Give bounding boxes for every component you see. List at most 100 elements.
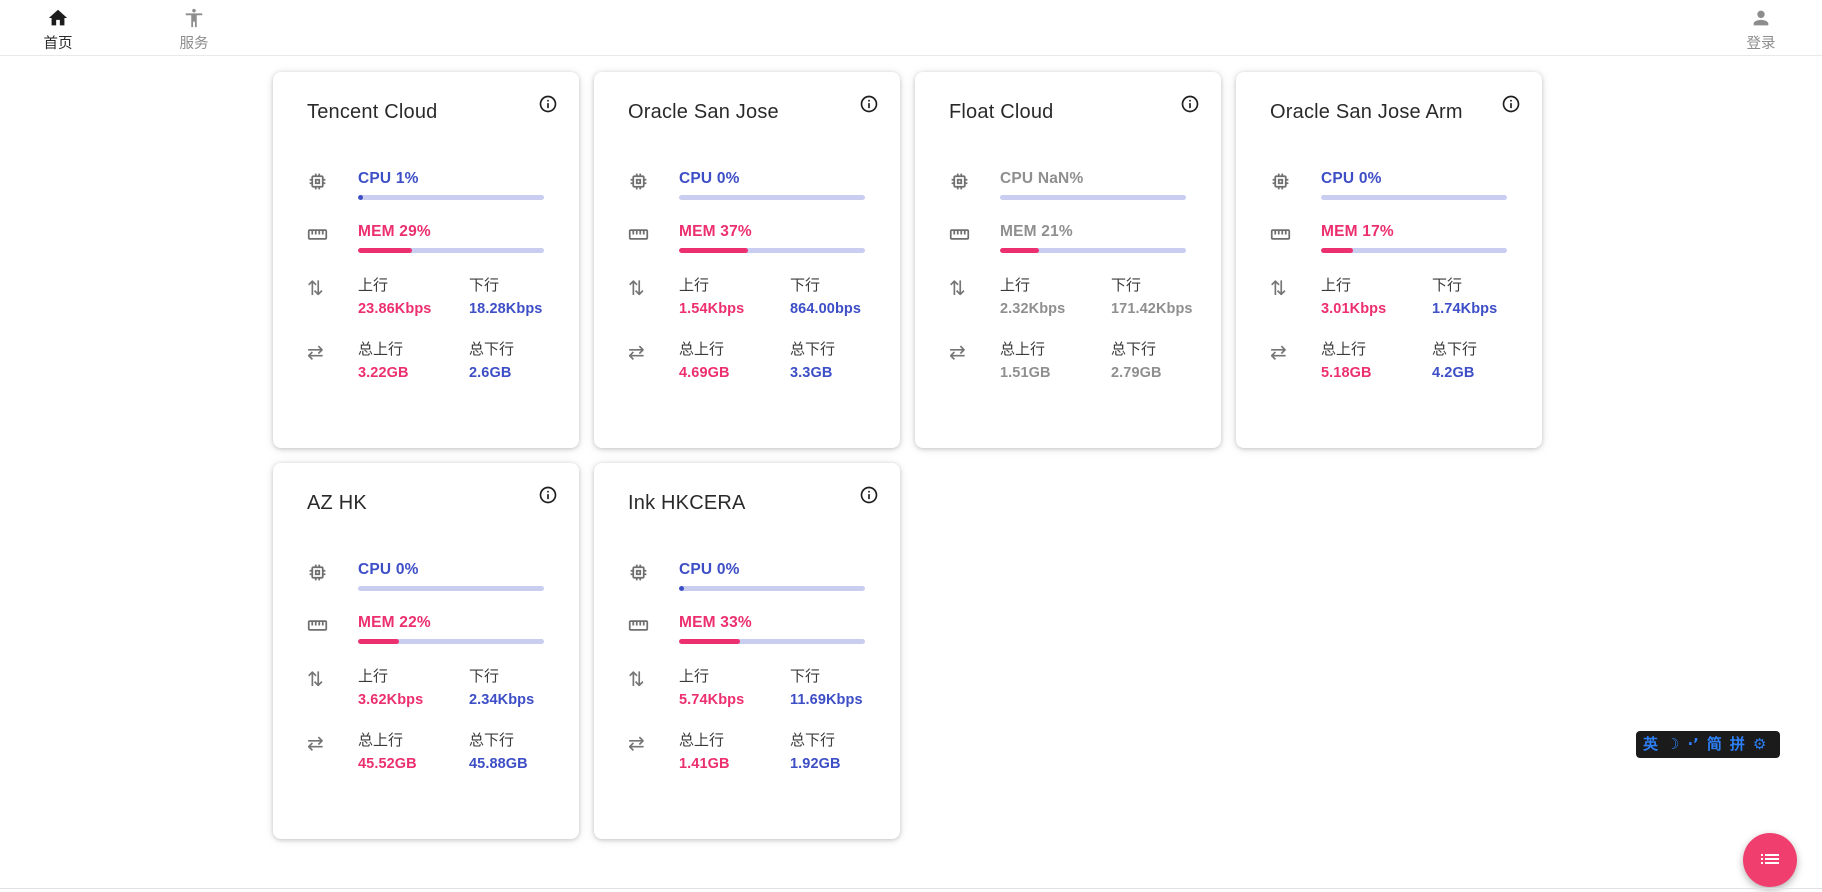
server-name: Float Cloud [949,101,1054,123]
cpu-chip-icon [1270,170,1321,197]
mem-progress-fill [1321,248,1353,253]
mem-usage-label: MEM 33% [679,614,752,631]
cpu-metric-row: CPU 0% [628,170,867,200]
info-icon[interactable] [1501,94,1521,114]
memory-ruler-icon [1270,223,1321,250]
mem-metric-row: MEM 29% [307,223,546,253]
server-list-fab[interactable] [1743,833,1797,887]
total-download-label: 总下行 [469,341,515,358]
total-row: ⇄ 总上行 1.51GB 总下行 2.79GB [949,340,1188,381]
ime-night-mode-icon[interactable]: ☽ [1666,735,1680,753]
download-speed-value: 11.69Kbps [790,692,863,708]
mem-metric-row: MEM 37% [628,223,867,253]
mem-progress-fill [679,248,748,253]
mem-usage-label: MEM 21% [1000,223,1073,240]
cpu-progress-bar [358,586,544,591]
memory-ruler-icon [628,223,679,250]
ime-punctuation-toggle[interactable]: ·’ [1687,735,1699,753]
mem-progress-fill [679,639,741,644]
accessibility-icon [183,7,205,34]
mem-progress-bar [1000,248,1186,253]
horizontal-arrows-icon: ⇄ [949,340,966,364]
cpu-usage-label: CPU 0% [679,561,740,578]
ime-simplified-toggle[interactable]: 简 [1706,735,1722,753]
download-label: 下行 [469,277,500,294]
cpu-chip-icon [307,170,358,197]
speed-row: ⇅ 上行 3.01Kbps 下行 1.74Kbps [1270,276,1509,317]
horizontal-arrows-icon: ⇄ [307,731,324,755]
download-label: 下行 [790,277,821,294]
upload-speed-value: 3.01Kbps [1321,301,1387,317]
cpu-metric-row: CPU 0% [307,561,546,591]
server-card: AZ HK CPU 0% MEM 22% ⇅ [273,463,579,839]
list-icon [1758,847,1782,874]
mem-usage-label: MEM 22% [358,614,431,631]
upload-label: 上行 [358,668,389,685]
cpu-usage-label: CPU NaN% [1000,170,1084,187]
vertical-arrows-icon: ⇅ [307,276,324,300]
mem-usage-label: MEM 29% [358,223,431,240]
mem-progress-bar [679,248,865,253]
total-download-value: 4.2GB [1432,365,1475,381]
ime-lang-toggle[interactable]: 英 [1643,735,1659,753]
upload-speed-value: 5.74Kbps [679,692,745,708]
total-download-label: 总下行 [790,341,836,358]
nav-item-login[interactable]: 登录 [1726,0,1796,53]
total-upload-value: 1.51GB [1000,365,1051,381]
total-download-value: 2.6GB [469,365,512,381]
nav-item-home[interactable]: 首页 [23,0,93,53]
total-download-value: 3.3GB [790,365,833,381]
cpu-metric-row: CPU 0% [628,561,867,591]
total-row: ⇄ 总上行 45.52GB 总下行 45.88GB [307,731,546,772]
download-speed-value: 18.28Kbps [469,301,543,317]
cpu-progress-fill [679,586,684,591]
info-icon[interactable] [1180,94,1200,114]
speed-row: ⇅ 上行 5.74Kbps 下行 11.69Kbps [628,667,867,708]
mem-metric-row: MEM 33% [628,614,867,644]
footer-divider [0,888,1822,889]
upload-label: 上行 [1321,277,1352,294]
nav-item-services[interactable]: 服务 [159,0,229,53]
cpu-progress-bar [679,195,865,200]
mem-progress-bar [358,248,544,253]
ime-settings-gear-icon[interactable]: ⚙ [1752,735,1767,753]
download-label: 下行 [1111,277,1142,294]
speed-row: ⇅ 上行 1.54Kbps 下行 864.00bps [628,276,867,317]
total-download-label: 总下行 [469,732,515,749]
download-speed-value: 864.00bps [790,301,862,317]
total-download-label: 总下行 [1111,341,1157,358]
mem-progress-fill [1000,248,1040,253]
vertical-arrows-icon: ⇅ [628,667,645,691]
server-card: Ink HKCERA CPU 0% MEM 33% ⇅ [594,463,900,839]
info-icon[interactable] [538,94,558,114]
total-upload-value: 3.22GB [358,365,409,381]
total-download-value: 45.88GB [469,756,528,772]
total-download-label: 总下行 [1432,341,1478,358]
total-download-value: 1.92GB [790,756,841,772]
cpu-metric-row: CPU NaN% [949,170,1188,200]
server-name: Tencent Cloud [307,101,438,123]
server-name: AZ HK [307,492,367,514]
person-icon [1750,7,1772,34]
nav-item-services-label: 服务 [179,36,209,52]
ime-pinyin-mode[interactable]: 拼 [1729,735,1745,753]
download-label: 下行 [1432,277,1463,294]
total-row: ⇄ 总上行 4.69GB 总下行 3.3GB [628,340,867,381]
vertical-arrows-icon: ⇅ [628,276,645,300]
upload-speed-value: 3.62Kbps [358,692,424,708]
info-icon[interactable] [859,485,879,505]
total-row: ⇄ 总上行 3.22GB 总下行 2.6GB [307,340,546,381]
info-icon[interactable] [859,94,879,114]
vertical-arrows-icon: ⇅ [1270,276,1287,300]
nav-item-home-label: 首页 [43,36,73,52]
mem-progress-bar [679,639,865,644]
info-icon[interactable] [538,485,558,505]
mem-metric-row: MEM 21% [949,223,1188,253]
total-upload-value: 1.41GB [679,756,730,772]
horizontal-arrows-icon: ⇄ [628,731,645,755]
mem-progress-bar [1321,248,1507,253]
server-name: Oracle San Jose [628,101,779,123]
total-download-label: 总下行 [790,732,836,749]
download-label: 下行 [469,668,500,685]
mem-progress-fill [358,248,412,253]
